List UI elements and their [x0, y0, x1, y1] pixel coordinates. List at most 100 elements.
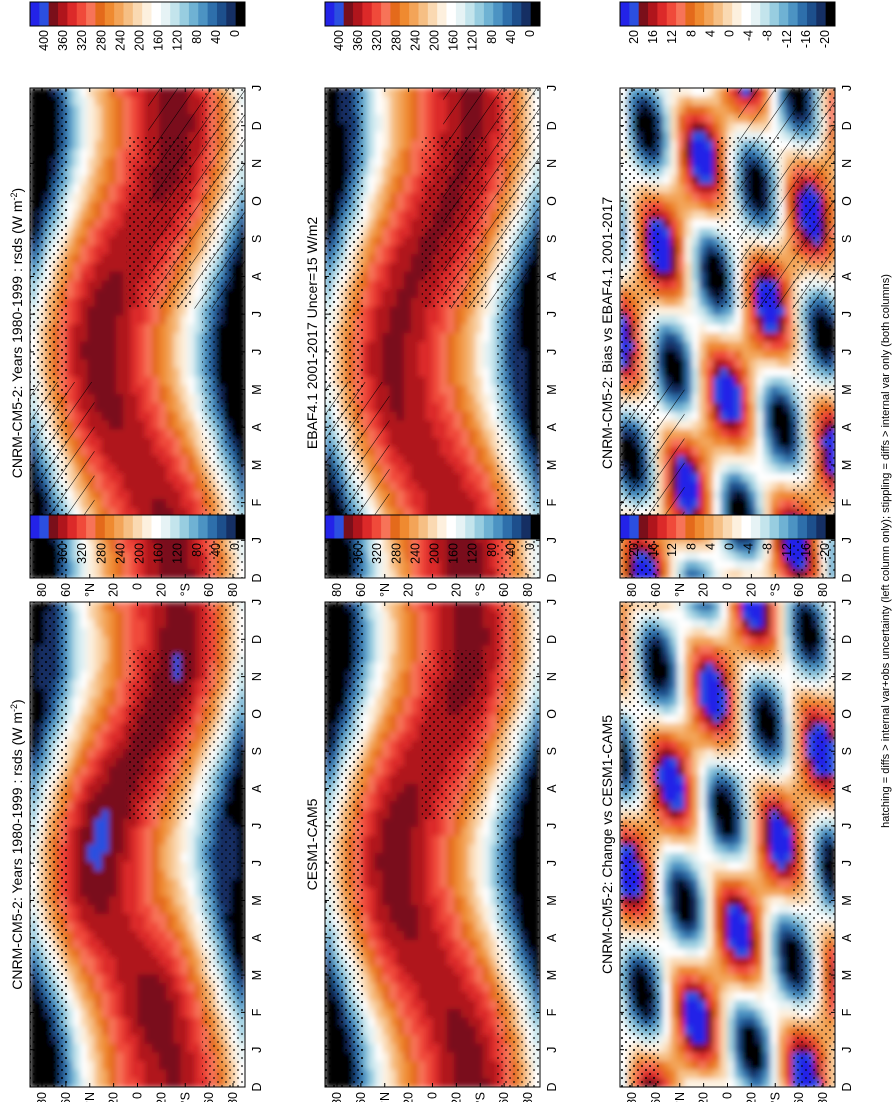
month-tick-label: J [545, 349, 559, 355]
lat-tick-label: °S [768, 1092, 782, 1102]
month-tick-label: J [250, 537, 264, 543]
lat-tick-label: 60 [59, 1092, 73, 1102]
lat-tick-label: °N [673, 583, 687, 597]
month-tick-label: M [250, 895, 264, 905]
colorbar-label: 280 [94, 30, 108, 51]
month-tick-label: N [840, 159, 854, 168]
month-tick-label: A [840, 272, 854, 281]
colorbar-label: 400 [332, 30, 346, 51]
month-tick-label: M [545, 384, 559, 394]
month-tick-label: M [840, 895, 854, 905]
month-tick-label: J [840, 85, 854, 91]
colorbar-label: 40 [209, 30, 223, 44]
month-tick-label: A [545, 422, 559, 431]
lat-tick-label: 60 [202, 1092, 216, 1102]
month-tick-label: N [250, 672, 264, 681]
month-tick-label: A [250, 933, 264, 942]
lat-tick-label: °N [378, 1092, 392, 1102]
month-tick-label: J [545, 823, 559, 829]
month-tick-label: J [545, 599, 559, 605]
colorbar-label: 160 [152, 30, 166, 51]
lat-tick-label: 20 [449, 1092, 463, 1102]
month-tick-label: O [840, 709, 854, 719]
stippling-6 [620, 602, 659, 1087]
colorbar-label: 360 [351, 30, 365, 51]
month-tick-label: O [545, 196, 559, 206]
month-tick-label: J [545, 311, 559, 317]
month-tick-label: A [840, 784, 854, 793]
lat-tick-label: °S [768, 583, 782, 596]
colorbar-label: 8 [684, 543, 698, 550]
lat-tick-label: 80 [816, 1092, 830, 1102]
month-tick-label: D [840, 121, 854, 130]
colorbar-label: 12 [665, 543, 679, 557]
lat-tick-label: 20 [697, 583, 711, 597]
month-tick-label: S [250, 235, 264, 243]
colorbar-label: 20 [627, 543, 641, 557]
colorbar-label: 0 [228, 30, 242, 37]
colorbar-label: 280 [389, 543, 403, 564]
lat-tick-label: 60 [649, 1092, 663, 1102]
colorbar-label: 4 [703, 543, 717, 550]
lat-tick-label: 0 [426, 1092, 440, 1099]
colorbar-label: -4 [742, 543, 756, 554]
lat-tick-label: 20 [154, 1092, 168, 1102]
month-tick-label: M [545, 970, 559, 980]
colorbar-label: 4 [703, 30, 717, 37]
colorbar-label: 120 [466, 30, 480, 51]
field-3 [325, 88, 540, 578]
month-tick-label: F [840, 498, 854, 506]
colorbar-label: -4 [742, 30, 756, 41]
month-tick-label: F [545, 498, 559, 506]
month-tick-label: A [250, 784, 264, 793]
month-tick-label: S [840, 235, 854, 243]
colorbar-2: 400 360 320 280 240 200 160 120 80 40 0 [29, 514, 246, 564]
lat-tick-label: 60 [649, 583, 663, 597]
panel-title-2: CNRM-CM5-2: Years 1980-1999 : rsds (W m-… [9, 699, 25, 989]
colorbar-label: 40 [504, 543, 518, 557]
month-tick-label: S [840, 747, 854, 755]
colorbar-label: 0 [723, 543, 737, 550]
field-5 [620, 88, 835, 578]
lat-tick-label: 60 [59, 583, 73, 597]
month-tick-label: J [840, 599, 854, 605]
colorbar-label: -12 [780, 30, 794, 48]
lat-tick-label: 20 [744, 583, 758, 597]
lat-tick-label: °S [473, 583, 487, 596]
lat-tick-label: 20 [449, 583, 463, 597]
month-tick-label: D [840, 573, 854, 582]
month-tick-label: J [545, 537, 559, 543]
colorbar-label: 240 [113, 30, 127, 51]
lat-tick-label: 20 [744, 1092, 758, 1102]
month-tick-label: F [545, 1008, 559, 1016]
month-tick-label: S [545, 235, 559, 243]
lat-tick-label: °S [178, 1092, 192, 1102]
month-tick-label: M [840, 460, 854, 470]
colorbar-label: -8 [761, 543, 775, 554]
month-tick-label: A [545, 933, 559, 942]
month-tick-label: M [250, 970, 264, 980]
month-tick-label: M [840, 384, 854, 394]
colorbar-label: 0 [523, 30, 537, 37]
month-tick-label: J [250, 1047, 264, 1053]
colorbar-label: 400 [332, 543, 346, 564]
colorbar-label: 0 [228, 543, 242, 550]
colorbar-label: 120 [171, 543, 185, 564]
month-tick-label: D [545, 573, 559, 582]
colorbar-label: -20 [818, 543, 832, 561]
field-6 [620, 602, 835, 1087]
colorbar-6: 20 16 12 8 4 0 -4 -8 -12 -16 -20 [619, 514, 836, 561]
lat-tick-label: 0 [721, 583, 735, 590]
colorbar-label: 16 [646, 543, 660, 557]
lat-tick-label: 80 [330, 583, 344, 597]
colorbar-label: 200 [133, 30, 147, 51]
colorbar-label: 80 [485, 30, 499, 44]
month-tick-label: D [840, 1082, 854, 1091]
lat-tick-label: 80 [521, 1092, 535, 1102]
lat-tick-label: 20 [402, 1092, 416, 1102]
month-tick-label: N [840, 672, 854, 681]
month-tick-label: D [545, 121, 559, 130]
lat-tick-label: 0 [131, 583, 145, 590]
